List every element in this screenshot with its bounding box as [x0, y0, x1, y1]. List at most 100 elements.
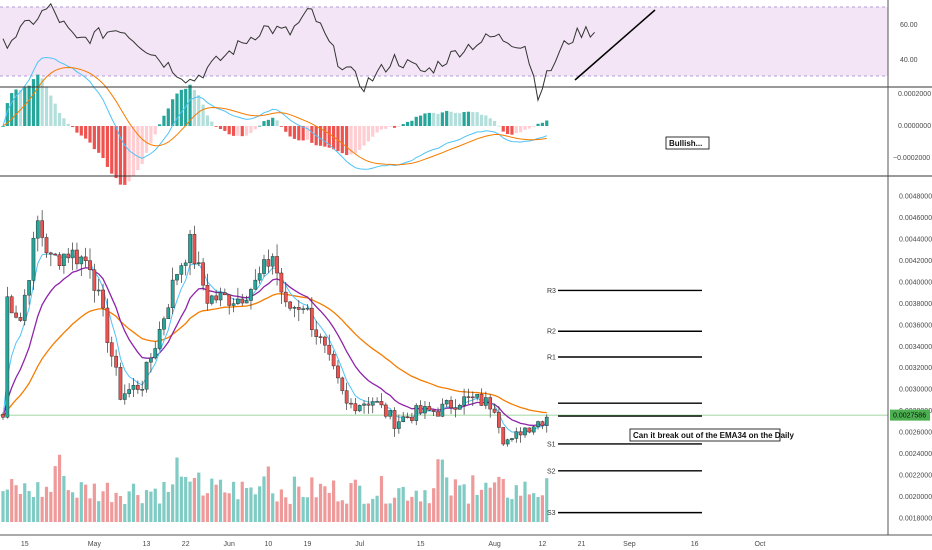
- candle-body: [27, 280, 31, 296]
- macd-hist-bar: [179, 89, 183, 126]
- candle-body: [1, 414, 5, 418]
- time-tick: May: [88, 541, 102, 548]
- candle-body: [401, 416, 406, 422]
- macd-hist-bar: [419, 115, 423, 126]
- pivot-level-label: R1: [547, 355, 556, 362]
- macd-hist-bar: [140, 126, 144, 165]
- last-price-label: 0.0027586: [893, 413, 926, 420]
- macd-hist-bar: [458, 113, 462, 126]
- macd-hist-bar: [305, 126, 310, 140]
- volume-bar: [545, 478, 549, 522]
- macd-hist-bar: [214, 126, 218, 127]
- price-axis-ticks: 0.0048000 0.0046000 0.0044000 0.0042000 0.00…: [899, 194, 932, 523]
- macd-hist-bar: [397, 126, 401, 127]
- candle-body: [514, 431, 519, 439]
- macd-hist-bar: [66, 123, 70, 126]
- price-tick: 0.0018000: [899, 516, 932, 523]
- rsi-band: [0, 7, 888, 76]
- macd-hist-bar: [453, 112, 457, 126]
- candle-body: [83, 256, 88, 261]
- volume-bar: [401, 486, 405, 522]
- time-tick: Jul: [355, 541, 364, 548]
- candle-body: [492, 408, 497, 413]
- volume-bar: [379, 476, 384, 522]
- price-tick: 0.0048000: [899, 194, 932, 201]
- candle-body: [283, 291, 288, 303]
- volume-bar: [127, 491, 131, 522]
- candle-body: [270, 256, 275, 267]
- candle-body: [144, 361, 149, 390]
- macd-hist-bar: [388, 126, 392, 127]
- macd-hist-bar: [127, 126, 131, 182]
- macd-hist-bar: [275, 120, 279, 126]
- macd-hist-bar: [436, 113, 440, 126]
- macd-hist-bar: [223, 126, 227, 131]
- volume-bar: [123, 503, 127, 522]
- volume-bar: [388, 503, 392, 522]
- price-tick: 0.0026000: [899, 430, 932, 437]
- macd-hist-bar: [510, 126, 514, 135]
- volume-bar: [332, 480, 336, 522]
- macd-hist-bar: [323, 126, 327, 147]
- macd-hist-bar: [118, 126, 123, 185]
- volume-bar: [105, 482, 109, 522]
- macd-hist-bar: [266, 119, 270, 126]
- time-tick: Aug: [488, 541, 501, 548]
- macd-hist-bar: [136, 126, 140, 171]
- macd-hist-bar: [345, 126, 349, 156]
- macd-hist-bar: [336, 126, 340, 152]
- time-tick: 19: [304, 541, 312, 548]
- candle-body: [88, 260, 92, 271]
- volume-bar: [371, 498, 375, 522]
- volume-bar: [110, 502, 114, 522]
- macd-hist-bar: [440, 112, 444, 126]
- time-axis-ticks: 15 May 13 22 Jun 10 19 Jul 15 Aug 12 21 Sep 16 Oct: [21, 541, 766, 548]
- macd-hist-bar: [197, 95, 201, 126]
- candle-body: [349, 402, 353, 405]
- macd-hist-bar: [392, 126, 397, 128]
- volume-bar: [149, 491, 153, 522]
- candle-body: [488, 397, 493, 410]
- candle-body: [57, 254, 62, 266]
- macd-hist-bar: [288, 126, 292, 137]
- candle-body: [423, 406, 427, 414]
- macd-hist-bar: [131, 126, 136, 176]
- volume-bar: [479, 489, 484, 522]
- candle-body: [523, 427, 527, 436]
- volume-bar: [179, 476, 183, 522]
- time-tick: Jun: [224, 541, 235, 548]
- candle-body: [22, 294, 27, 321]
- time-tick: 21: [578, 541, 586, 548]
- candle-body: [340, 377, 345, 391]
- macd-hist-bar: [340, 126, 344, 154]
- volume-bar: [23, 483, 27, 522]
- candle-body: [497, 412, 501, 428]
- price-annotation-box: [629, 428, 781, 442]
- macd-annotation: Bullish...: [669, 139, 702, 148]
- macd-hist-bar: [327, 126, 331, 148]
- volume-bar: [336, 501, 340, 522]
- volume-bar: [218, 479, 223, 522]
- macd-hist-bar: [484, 115, 488, 126]
- volume-bar: [532, 493, 536, 522]
- candle-body: [449, 400, 453, 409]
- volume-bar: [323, 486, 327, 522]
- volume-bar: [271, 493, 275, 522]
- volume-bar: [362, 503, 366, 522]
- volume-bar: [392, 497, 397, 522]
- volume-bar: [288, 503, 292, 522]
- volume-bar: [514, 485, 518, 522]
- macd-hist-bar: [362, 126, 366, 146]
- price-tick: 0.0036000: [899, 322, 932, 329]
- macd-tick-zero: 0.0000000: [898, 123, 931, 130]
- volume-bar: [397, 488, 401, 522]
- macd-hist-bar: [506, 126, 510, 135]
- macd-hist-bar: [240, 126, 244, 137]
- candle-body: [383, 404, 388, 417]
- time-tick: 10: [264, 541, 272, 548]
- macd-hist-bar: [284, 126, 288, 132]
- macd-hist-bar: [5, 103, 9, 126]
- volume-bar: [471, 475, 475, 522]
- candle-body: [462, 396, 466, 406]
- volume-bar: [205, 493, 210, 522]
